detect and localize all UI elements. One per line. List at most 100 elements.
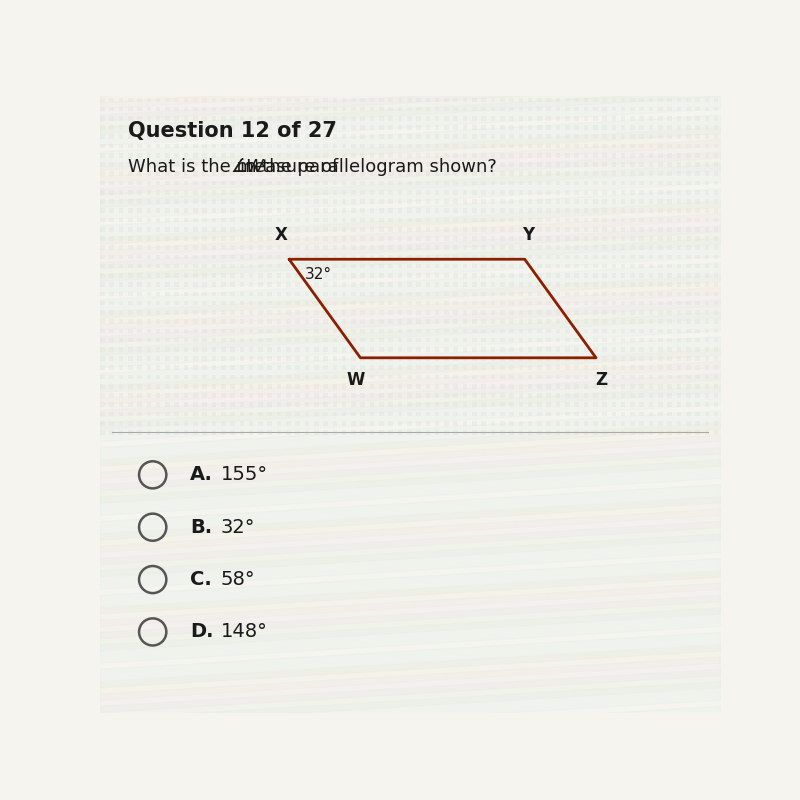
Bar [602,366,607,370]
Bar [165,134,170,139]
Bar [286,162,290,167]
Bar [630,291,634,296]
Bar [193,412,198,416]
Bar [602,430,607,435]
Bar [258,310,262,314]
Bar [267,98,272,102]
Bar [518,236,523,241]
Bar [388,246,393,250]
Bar [695,171,700,176]
Bar [360,171,365,176]
Bar [593,190,598,194]
Bar [174,402,179,407]
Bar [677,384,682,389]
Bar [611,106,616,111]
Bar [295,356,300,361]
Bar [370,310,374,314]
Bar [286,116,290,121]
Bar [202,291,207,296]
Bar [714,246,718,250]
Bar [295,246,300,250]
Bar [342,134,346,139]
Bar [649,319,654,324]
Bar [184,384,188,389]
Bar [677,126,682,130]
Bar [118,412,123,416]
Bar [714,301,718,306]
Bar [146,153,151,158]
Bar [705,181,709,186]
Bar [342,144,346,148]
Bar [686,394,690,398]
Bar [323,98,328,102]
Bar [295,347,300,352]
Bar [388,282,393,287]
Bar [556,310,560,314]
Bar [658,227,662,231]
Bar [360,356,365,361]
Bar [351,144,356,148]
Bar [267,338,272,342]
Bar [277,153,282,158]
Bar [435,310,439,314]
Bar [360,98,365,102]
Bar [705,412,709,416]
Bar [705,356,709,361]
Bar [100,356,105,361]
Bar [128,338,133,342]
Bar [611,421,616,426]
Bar [416,402,421,407]
Bar [370,430,374,435]
Bar [565,301,570,306]
Bar [239,98,244,102]
Bar [267,374,272,379]
Bar [230,301,235,306]
Bar [630,430,634,435]
Bar [323,264,328,269]
Bar [314,366,318,370]
Bar [295,273,300,278]
Bar [370,273,374,278]
Bar [611,190,616,194]
Bar [128,301,133,306]
Bar [593,134,598,139]
Bar [138,199,142,204]
Bar [128,236,133,241]
Bar [667,374,672,379]
Bar [174,116,179,121]
Bar [286,338,290,342]
Bar [602,218,607,222]
Bar [472,264,477,269]
Bar [621,282,626,287]
Bar [351,282,356,287]
Bar [621,98,626,102]
Bar [630,190,634,194]
Bar [537,282,542,287]
Bar [165,171,170,176]
Bar [379,199,384,204]
Bar [165,209,170,213]
Bar [611,402,616,407]
Bar [165,394,170,398]
Bar [528,162,533,167]
Bar [500,181,505,186]
Bar [258,264,262,269]
Bar [667,126,672,130]
Bar [360,181,365,186]
Bar [705,199,709,204]
Bar [509,209,514,213]
Bar [546,116,551,121]
Bar [128,329,133,333]
Bar [528,236,533,241]
Bar [565,384,570,389]
Bar [128,126,133,130]
Bar [454,199,458,204]
Bar [593,144,598,148]
Bar [584,98,588,102]
Bar [305,402,310,407]
Bar [221,310,226,314]
Bar [230,347,235,352]
Bar [435,171,439,176]
Bar [518,338,523,342]
Bar [156,338,161,342]
